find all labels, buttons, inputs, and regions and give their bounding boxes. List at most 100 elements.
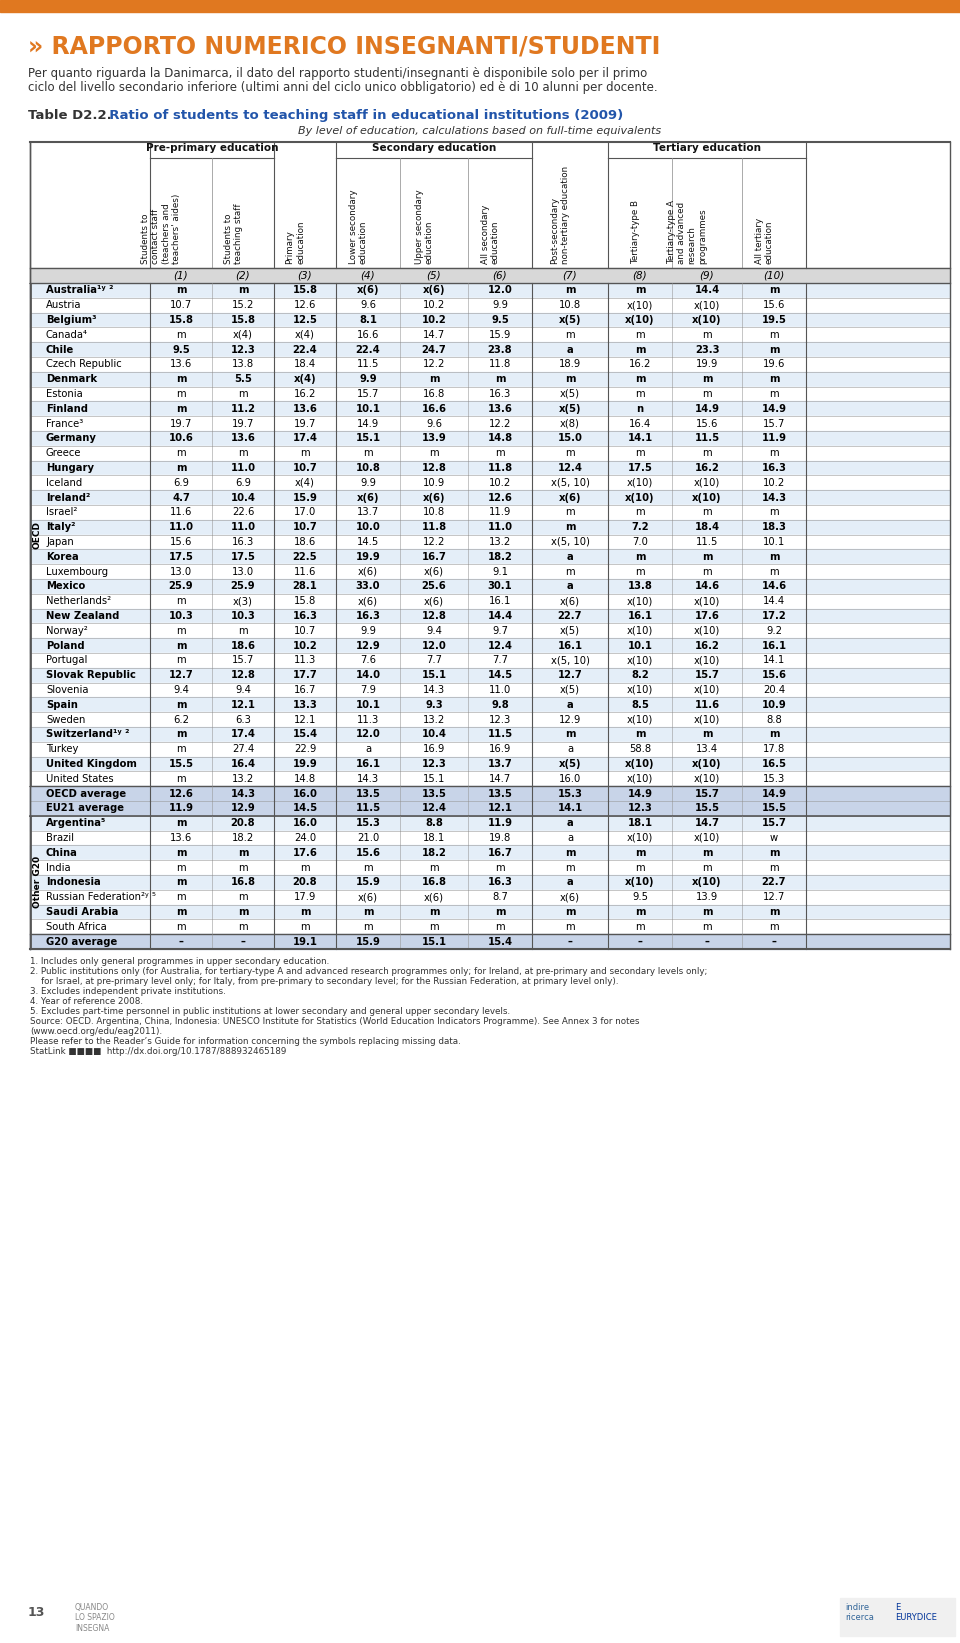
Bar (30, 386, 950, 401)
Text: 14.3: 14.3 (423, 685, 445, 695)
Text: m: m (300, 863, 310, 872)
Bar (30, 593, 950, 608)
Text: a: a (566, 818, 573, 828)
Text: France³: France³ (46, 419, 84, 429)
Text: x(4): x(4) (294, 375, 316, 384)
Text: x(4): x(4) (233, 330, 252, 340)
Bar (30, 297, 950, 312)
Text: m: m (635, 552, 645, 562)
Text: 14.8: 14.8 (294, 774, 316, 784)
Text: 11.0: 11.0 (230, 522, 255, 532)
Text: m: m (769, 552, 780, 562)
Text: a: a (567, 833, 573, 843)
Text: EU21 average: EU21 average (46, 803, 124, 813)
Text: 16.0: 16.0 (293, 818, 318, 828)
Text: x(8): x(8) (560, 419, 580, 429)
Text: 12.9: 12.9 (355, 641, 380, 651)
Text: 58.8: 58.8 (629, 744, 651, 754)
Text: 16.6: 16.6 (421, 404, 446, 414)
Text: 9.9: 9.9 (492, 301, 508, 311)
Text: 11.5: 11.5 (696, 537, 718, 547)
Text: 12.7: 12.7 (763, 892, 785, 902)
Text: 17.2: 17.2 (761, 611, 786, 621)
Text: 12.3: 12.3 (230, 345, 255, 355)
Text: 15.1: 15.1 (355, 434, 380, 444)
Text: m: m (565, 449, 575, 458)
Text: m: m (564, 907, 575, 917)
Text: 14.8: 14.8 (488, 434, 513, 444)
Text: 15.7: 15.7 (231, 656, 254, 665)
Text: 16.3: 16.3 (293, 611, 318, 621)
Text: OECD average: OECD average (46, 789, 126, 798)
Text: m: m (363, 922, 372, 932)
Text: 19.9: 19.9 (355, 552, 380, 562)
Text: By level of education, calculations based on full-time equivalents: By level of education, calculations base… (299, 127, 661, 136)
Text: 28.1: 28.1 (293, 582, 318, 591)
Text: 12.3: 12.3 (628, 803, 653, 813)
Text: x(10): x(10) (627, 833, 653, 843)
Text: 13.5: 13.5 (355, 789, 380, 798)
Text: x(10): x(10) (625, 493, 655, 503)
Text: a: a (566, 700, 573, 710)
Text: m: m (702, 907, 712, 917)
Text: 8.5: 8.5 (631, 700, 649, 710)
Text: Norway²: Norway² (46, 626, 87, 636)
Text: x(10): x(10) (627, 685, 653, 695)
Text: 11.0: 11.0 (230, 463, 255, 473)
Text: United States: United States (46, 774, 113, 784)
Text: 15.7: 15.7 (695, 670, 719, 680)
Text: m: m (238, 389, 248, 399)
Text: 12.7: 12.7 (558, 670, 583, 680)
Text: 12.7: 12.7 (169, 670, 193, 680)
Text: 9.9: 9.9 (360, 478, 376, 488)
Text: 16.4: 16.4 (629, 419, 651, 429)
Text: Portugal: Portugal (46, 656, 87, 665)
Text: x(6): x(6) (424, 567, 444, 577)
Bar (30, 608, 950, 623)
Text: m: m (176, 641, 186, 651)
Text: 6.2: 6.2 (173, 715, 189, 725)
Text: m: m (429, 449, 439, 458)
Text: m: m (429, 863, 439, 872)
Text: x(10): x(10) (627, 626, 653, 636)
Text: 6.3: 6.3 (235, 715, 251, 725)
Text: x(10): x(10) (694, 774, 720, 784)
Text: 13.4: 13.4 (696, 744, 718, 754)
Bar (30, 504, 950, 519)
Text: m: m (177, 626, 186, 636)
Bar (30, 682, 950, 697)
Text: 1. Includes only general programmes in upper secondary education.: 1. Includes only general programmes in u… (30, 956, 329, 966)
Text: 12.2: 12.2 (422, 537, 445, 547)
Text: m: m (702, 389, 711, 399)
Text: m: m (769, 330, 779, 340)
Text: m: m (238, 626, 248, 636)
Text: m: m (495, 863, 505, 872)
Text: m: m (769, 863, 779, 872)
Text: 11.5: 11.5 (488, 729, 513, 739)
Text: x(6): x(6) (357, 286, 379, 296)
Text: x(10): x(10) (694, 715, 720, 725)
Text: 13.0: 13.0 (232, 567, 254, 577)
Text: 15.6: 15.6 (761, 670, 786, 680)
Text: 15.9: 15.9 (293, 493, 318, 503)
Text: m: m (636, 389, 645, 399)
Text: m: m (702, 375, 712, 384)
Bar (30, 652, 950, 667)
Text: 16.0: 16.0 (559, 774, 581, 784)
Text: 12.1: 12.1 (230, 700, 255, 710)
Text: Luxembourg: Luxembourg (46, 567, 108, 577)
Text: Pre-primary education: Pre-primary education (146, 143, 278, 153)
Text: Korea: Korea (46, 552, 79, 562)
Text: m: m (494, 907, 505, 917)
Text: 15.6: 15.6 (696, 419, 718, 429)
Text: 8.2: 8.2 (631, 670, 649, 680)
Bar (30, 726, 950, 741)
Bar (30, 578, 950, 593)
Text: 12.4: 12.4 (421, 803, 446, 813)
Text: 16.2: 16.2 (629, 360, 651, 370)
Text: w: w (770, 833, 778, 843)
Text: 17.4: 17.4 (293, 434, 318, 444)
Text: South Africa: South Africa (46, 922, 107, 932)
Text: x(10): x(10) (627, 656, 653, 665)
Text: 16.3: 16.3 (488, 877, 513, 887)
